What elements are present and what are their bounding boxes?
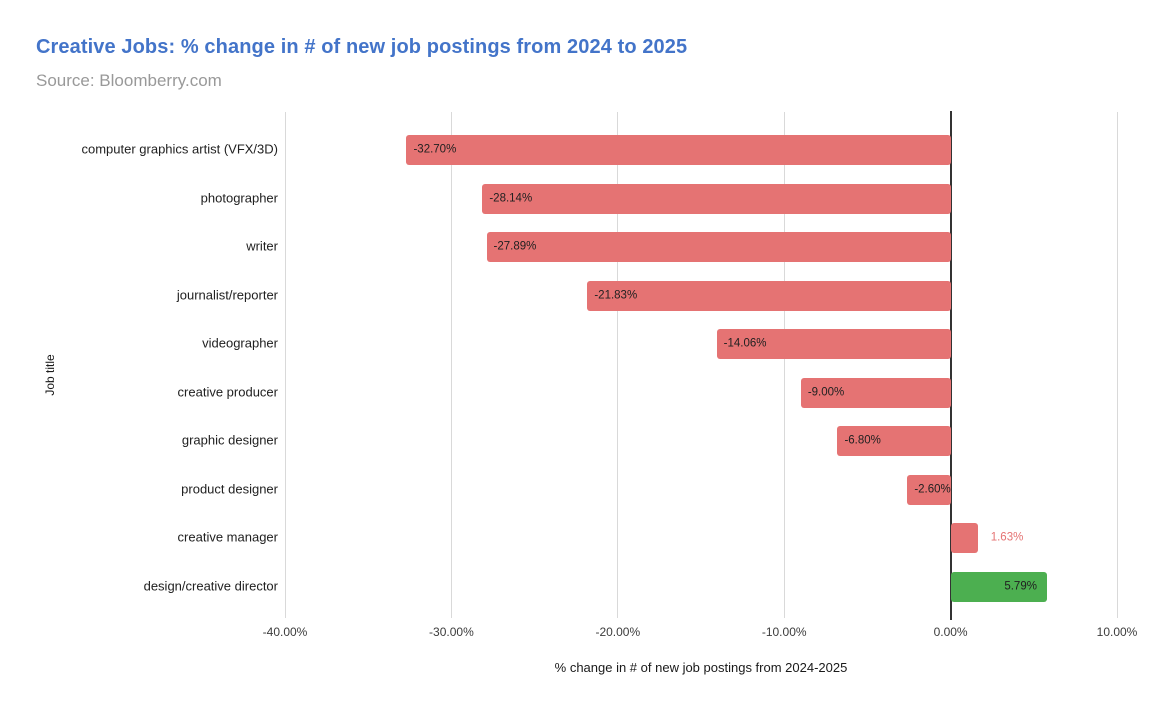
bar-value-label: -28.14% bbox=[489, 191, 533, 204]
bar-value-label: 1.63% bbox=[990, 531, 1024, 544]
gridline bbox=[284, 112, 286, 618]
category-label: product designer bbox=[181, 481, 278, 497]
category-label: creative manager bbox=[177, 529, 278, 545]
chart-source: Source: Bloomberry.com bbox=[36, 71, 222, 90]
bar bbox=[406, 135, 951, 165]
gridline bbox=[1116, 112, 1118, 618]
bar-value-label: -14.06% bbox=[723, 337, 767, 350]
bar-value-label: -9.00% bbox=[807, 385, 845, 398]
bar-value-label: -6.80% bbox=[844, 434, 881, 447]
gridline bbox=[450, 112, 452, 618]
bar-value-label: -21.83% bbox=[594, 288, 638, 301]
bar bbox=[950, 523, 978, 553]
bar bbox=[587, 280, 951, 311]
bar bbox=[482, 183, 951, 214]
x-tick-label: -10.00% bbox=[761, 625, 807, 639]
bar bbox=[486, 232, 951, 262]
x-tick-label: -40.00% bbox=[262, 625, 308, 639]
category-label: graphic designer bbox=[181, 432, 278, 448]
bar bbox=[716, 329, 951, 359]
bar bbox=[800, 377, 951, 408]
category-label: photographer bbox=[200, 190, 278, 206]
x-axis-title: % change in # of new job postings from 2… bbox=[554, 660, 848, 675]
zero-line bbox=[949, 111, 952, 620]
bar-value-label: -27.89% bbox=[493, 240, 537, 253]
bar-value-label: 5.79% bbox=[1004, 579, 1037, 592]
bar bbox=[950, 571, 1047, 602]
category-label: writer bbox=[246, 238, 278, 254]
category-label: videographer bbox=[202, 335, 278, 351]
y-axis-title: Job title bbox=[43, 354, 57, 396]
x-tick-label: 10.00% bbox=[1096, 625, 1138, 639]
category-label: journalist/reporter bbox=[176, 287, 278, 303]
gridline bbox=[783, 112, 785, 618]
bar-value-label: -2.60% bbox=[914, 482, 951, 495]
bar bbox=[837, 426, 951, 456]
x-tick-label: -20.00% bbox=[595, 625, 641, 639]
bar-value-label: -32.70% bbox=[413, 143, 457, 156]
x-tick-label: 0.00% bbox=[933, 625, 968, 639]
category-label: computer graphics artist (VFX/3D) bbox=[81, 141, 278, 157]
x-tick-label: -30.00% bbox=[429, 625, 474, 639]
bar bbox=[907, 474, 951, 505]
chart-title: Creative Jobs: % change in # of new job … bbox=[36, 36, 688, 58]
category-label: design/creative director bbox=[143, 578, 278, 594]
gridline bbox=[617, 112, 619, 618]
category-label: creative producer bbox=[177, 384, 278, 400]
